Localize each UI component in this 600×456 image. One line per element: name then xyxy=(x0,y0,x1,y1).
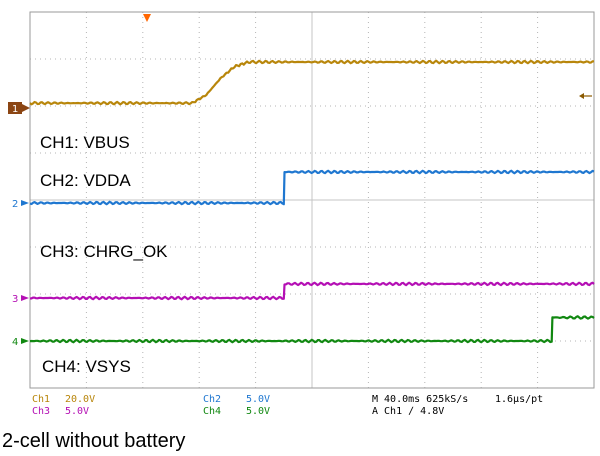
readout-ch2-label: Ch2 xyxy=(203,394,221,405)
readout-ch3-label: Ch3 xyxy=(32,406,50,417)
readout-ch4-scale: 5.0V xyxy=(246,406,270,417)
trigger-position-icon xyxy=(143,14,151,22)
svg-text:3: 3 xyxy=(12,294,18,305)
trace-ch1 xyxy=(29,59,595,106)
readout-timebase: M 40.0ms 625kS/s xyxy=(372,394,468,405)
readout-sample-interval: 1.6μs/pt xyxy=(495,394,543,405)
trace-ch4 xyxy=(29,315,595,344)
trace-ch2 xyxy=(29,169,595,206)
trigger-level-icon xyxy=(579,93,592,99)
plot-frame xyxy=(29,11,595,389)
trace-ch3 xyxy=(29,281,595,301)
figure-caption: 2-cell without battery xyxy=(2,430,186,452)
annotation-vdda: CH2: VDDA xyxy=(40,171,131,190)
channel-4-ground-marker: 4 xyxy=(12,337,29,348)
annotation-vbus: CH1: VBUS xyxy=(40,133,130,152)
readout-ch4-label: Ch4 xyxy=(203,406,221,417)
readout-ch1-scale: 20.0V xyxy=(65,394,95,405)
channel-3-ground-marker: 3 xyxy=(12,294,29,305)
svg-text:2: 2 xyxy=(12,199,18,210)
annotation-chrg-ok: CH3: CHRG_OK xyxy=(40,242,168,261)
svg-text:1: 1 xyxy=(12,104,18,115)
readout-ch2-scale: 5.0V xyxy=(246,394,270,405)
readout-ch1-label: Ch1 xyxy=(32,394,50,405)
readout-trigger: A Ch1 ∕ 4.8V xyxy=(372,406,444,417)
readout-ch3-scale: 5.0V xyxy=(65,406,89,417)
svg-text:4: 4 xyxy=(12,337,18,348)
graticule xyxy=(30,12,594,388)
channel-1-ground-marker: 1 xyxy=(8,102,30,115)
channel-2-ground-marker: 2 xyxy=(12,199,29,210)
waveform-traces xyxy=(29,59,595,344)
annotation-vsys: CH4: VSYS xyxy=(42,357,131,376)
channel-markers: 1 2 3 4 xyxy=(8,102,30,348)
